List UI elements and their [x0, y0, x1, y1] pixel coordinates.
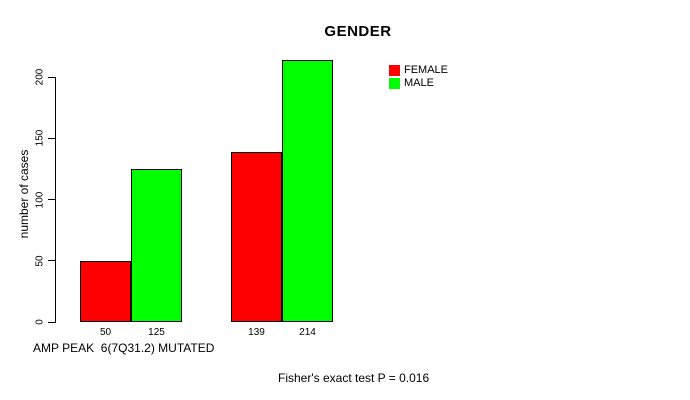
y-tick — [48, 199, 55, 201]
chart-title: GENDER — [324, 23, 392, 40]
bar-value-label: 139 — [248, 327, 265, 338]
bar-value-label: 50 — [99, 327, 112, 338]
y-tick-label: 50 — [34, 255, 46, 267]
legend-swatch-icon — [389, 78, 400, 89]
y-tick-label: 200 — [34, 68, 46, 86]
bar-value-label: 125 — [148, 327, 165, 338]
y-tick-label: 100 — [34, 191, 46, 208]
bar-value-label: 214 — [299, 327, 316, 338]
y-tick-label: 150 — [34, 130, 46, 147]
legend: FEMALE MALE — [389, 65, 448, 91]
legend-swatch-icon — [389, 65, 400, 76]
y-tick — [48, 260, 55, 262]
legend-label: MALE — [404, 77, 434, 89]
y-tick-label: 0 — [34, 319, 46, 325]
footnote: Fisher's exact test P = 0.016 — [278, 371, 430, 385]
legend-row-female: FEMALE — [389, 65, 448, 76]
bar-male-group-1 — [131, 169, 182, 322]
y-tick — [48, 321, 55, 323]
x-axis-note: AMP PEAK 6(7Q31.2) MUTATED — [33, 341, 215, 355]
y-axis-line — [55, 77, 56, 323]
bar-female-group-2 — [231, 151, 282, 322]
y-tick — [48, 76, 55, 78]
legend-row-male: MALE — [389, 78, 448, 89]
bar-female-group-1 — [80, 260, 131, 322]
y-tick — [48, 137, 55, 139]
legend-label: FEMALE — [404, 64, 449, 76]
y-axis-title: number of cases — [17, 149, 31, 239]
bar-male-group-2 — [282, 60, 333, 322]
